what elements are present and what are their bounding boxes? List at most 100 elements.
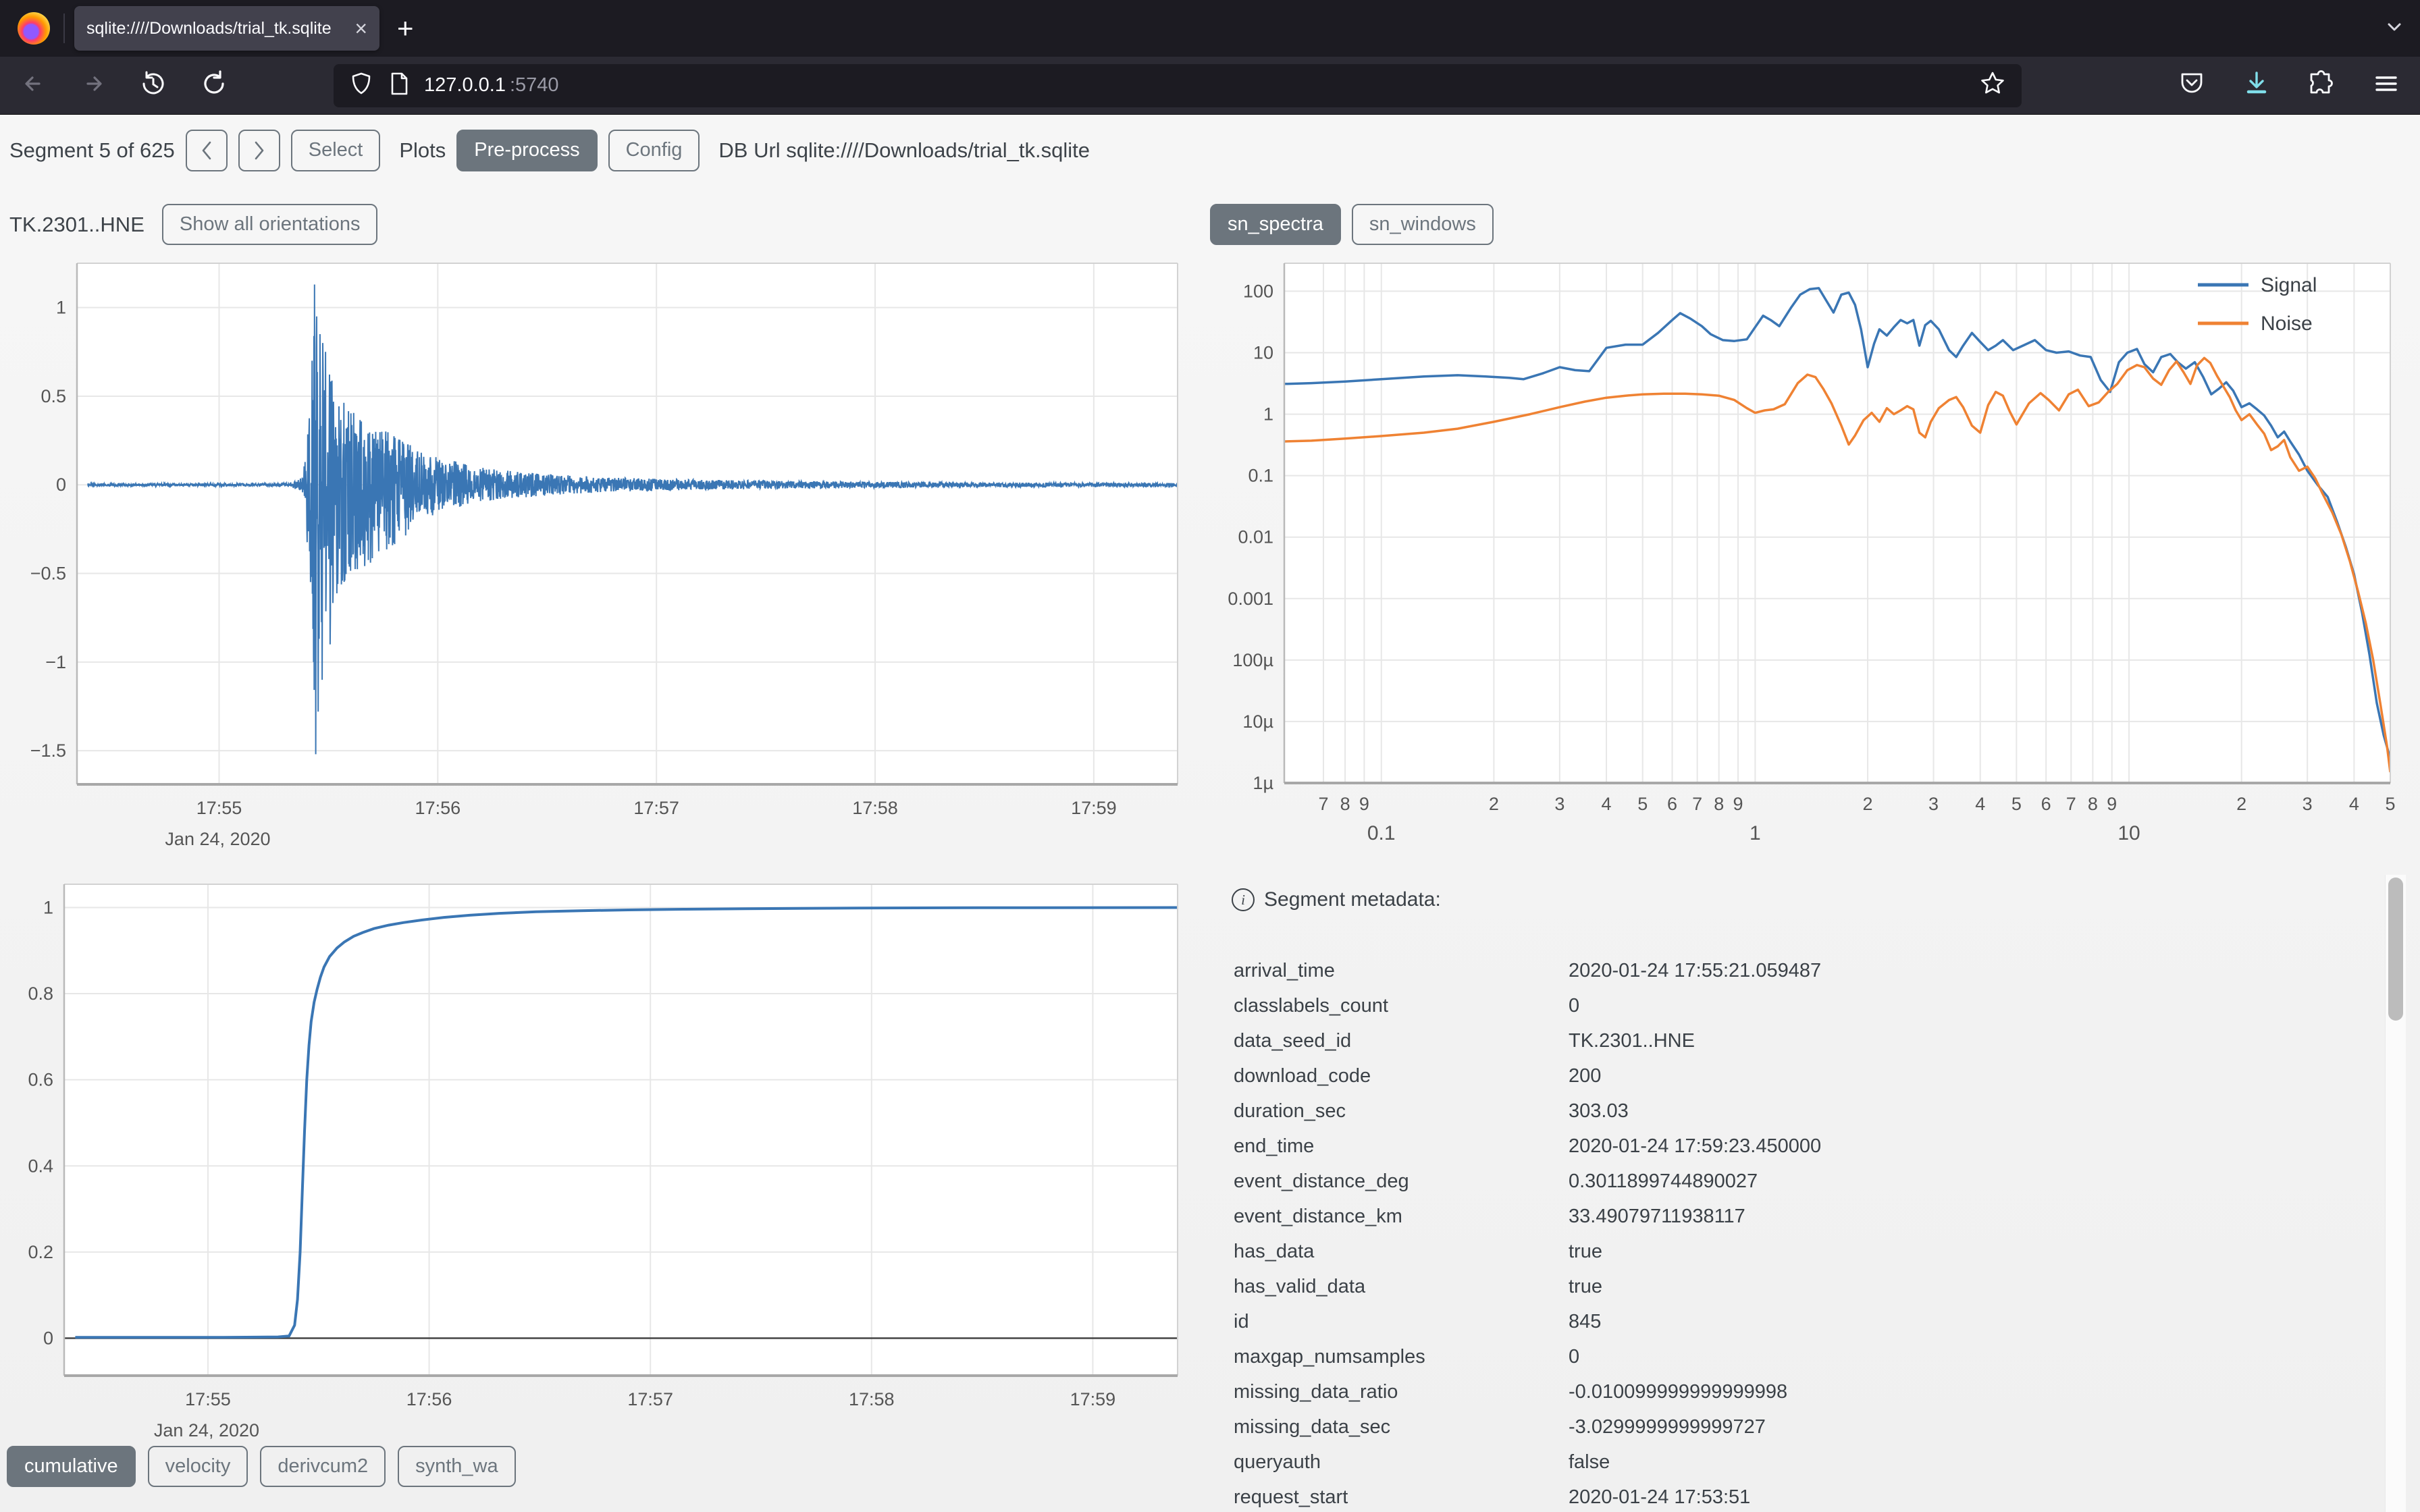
svg-text:1: 1	[1750, 822, 1761, 844]
svg-text:4: 4	[1602, 794, 1612, 814]
svg-text:9: 9	[1733, 794, 1743, 814]
metadata-row: duration_sec 303.03	[1215, 1094, 2370, 1129]
metadata-table: arrival_time 2020-01-24 17:55:21.059487 cl…	[1215, 953, 2370, 1512]
select-button[interactable]: Select	[290, 130, 381, 171]
metadata-scrollbar[interactable]	[2385, 875, 2406, 1512]
metadata-value: 0	[1569, 1345, 1580, 1368]
metadata-key: duration_sec	[1234, 1100, 1346, 1122]
svg-text:3: 3	[2303, 794, 2313, 814]
db-url-label: DB Url sqlite:////Downloads/trial_tk.sql…	[718, 138, 1090, 162]
svg-text:9: 9	[2107, 794, 2117, 814]
prev-segment-button[interactable]	[185, 130, 228, 171]
tab-sn-spectra[interactable]: sn_spectra	[1210, 204, 1341, 246]
svg-text:0.4: 0.4	[28, 1156, 53, 1176]
metadata-key: queryauth	[1234, 1451, 1321, 1473]
svg-text:0.1: 0.1	[1367, 822, 1396, 844]
page-icon[interactable]	[388, 71, 411, 100]
tab-velocity[interactable]: velocity	[147, 1446, 248, 1488]
back-icon[interactable]	[19, 69, 49, 102]
metadata-key: event_distance_km	[1234, 1205, 1402, 1227]
svg-text:3: 3	[1928, 794, 1939, 814]
svg-text:6: 6	[2041, 794, 2051, 814]
svg-text:1: 1	[1263, 404, 1273, 425]
metadata-key: id	[1234, 1310, 1249, 1332]
tab-close-icon[interactable]: ×	[354, 16, 367, 40]
svg-text:7: 7	[2066, 794, 2076, 814]
svg-text:0.6: 0.6	[28, 1070, 53, 1090]
metadata-row: request_start 2020-01-24 17:53:51	[1215, 1480, 2370, 1512]
svg-text:1: 1	[43, 897, 53, 917]
svg-text:17:58: 17:58	[852, 798, 898, 818]
metadata-value: 2020-01-24 17:53:51	[1569, 1486, 1751, 1508]
tab-sn-windows[interactable]: sn_windows	[1351, 204, 1494, 246]
sn-spectra-chart[interactable]: 100 10 1 0.1 0.01 0.001 100µ 10µ 1µ 7 8 9 2 3 4 5 6 7 8 9 2 3…	[1209, 258, 2420, 859]
show-all-orientations-button[interactable]: Show all orientations	[161, 204, 378, 246]
svg-text:5: 5	[2011, 794, 2022, 814]
tab-title: sqlite:////Downloads/trial_tk.sqlite	[86, 18, 332, 38]
metadata-key: data_seed_id	[1234, 1029, 1352, 1052]
svg-text:0: 0	[56, 475, 66, 495]
config-button[interactable]: Config	[608, 130, 700, 171]
svg-text:1µ: 1µ	[1253, 773, 1273, 793]
svg-text:4: 4	[1975, 794, 1985, 814]
metadata-key: has_valid_data	[1234, 1275, 1366, 1297]
svg-text:Noise: Noise	[2261, 313, 2313, 335]
metadata-value: 200	[1569, 1064, 1602, 1087]
history-icon[interactable]	[138, 68, 169, 103]
metadata-row: classlabels_count 0	[1215, 988, 2370, 1023]
svg-text:100: 100	[1243, 281, 1273, 301]
list-tabs-chevron-icon[interactable]	[2382, 15, 2406, 43]
downloads-icon[interactable]	[2242, 69, 2271, 102]
metadata-value: true	[1569, 1240, 1602, 1262]
svg-text:10: 10	[1253, 342, 1273, 362]
svg-text:8: 8	[1714, 794, 1724, 814]
svg-text:10: 10	[2118, 822, 2140, 844]
metadata-row: has_data true	[1215, 1234, 2370, 1269]
menu-hamburger-icon[interactable]	[2371, 69, 2401, 102]
svg-text:2: 2	[2236, 794, 2246, 814]
segment-counter: Segment 5 of 625	[9, 138, 175, 162]
bookmark-star-icon[interactable]	[1978, 70, 2007, 101]
metadata-value: 2020-01-24 17:59:23.450000	[1569, 1135, 1822, 1157]
bottom-plot-tabs: cumulative velocity derivcum2 synth_wa	[7, 1446, 516, 1488]
svg-text:4: 4	[2349, 794, 2359, 814]
tab-derivcum2[interactable]: derivcum2	[260, 1446, 386, 1488]
new-tab-button[interactable]: +	[397, 12, 414, 44]
cumulative-chart[interactable]: 0 0.2 0.4 0.6 0.8 1 17:55 17:56 17:57 17:58 17:59 J…	[0, 872, 1202, 1442]
scrollbar-thumb[interactable]	[2388, 878, 2403, 1021]
metadata-title: Segment metadata:	[1264, 888, 1441, 911]
nav-right-icons	[2177, 69, 2401, 102]
svg-text:17:59: 17:59	[1070, 1389, 1116, 1409]
svg-text:Jan 24, 2020: Jan 24, 2020	[154, 1420, 259, 1439]
metadata-header: i Segment metadata:	[1215, 878, 2370, 911]
metadata-value: 303.03	[1569, 1100, 1629, 1122]
firefox-icon[interactable]	[18, 12, 50, 45]
svg-text:17:57: 17:57	[633, 798, 679, 818]
metadata-value: 0	[1569, 994, 1580, 1017]
browser-tab-bar: sqlite:////Downloads/trial_tk.sqlite × +	[0, 0, 2420, 57]
reload-icon[interactable]	[199, 68, 230, 103]
metadata-value: -0.010099999999999998	[1569, 1380, 1788, 1403]
metadata-key: missing_data_ratio	[1234, 1380, 1398, 1403]
url-bar[interactable]: 127.0.0.1:5740	[334, 63, 2022, 107]
tab-synth-wa[interactable]: synth_wa	[398, 1446, 516, 1488]
tab-cumulative[interactable]: cumulative	[7, 1446, 136, 1488]
metadata-value: 2020-01-24 17:55:21.059487	[1569, 959, 1822, 981]
svg-text:17:56: 17:56	[415, 798, 461, 818]
waveform-chart[interactable]: 1 0.5 0 −0.5 −1 −1.5 17:55 17:56 17:57 17:58 17:59…	[0, 258, 1202, 855]
forward-icon[interactable]	[78, 69, 108, 102]
svg-text:Signal: Signal	[2261, 274, 2317, 296]
segment-metadata-panel: i Segment metadata: arrival_time 2020-01-…	[1215, 878, 2370, 1512]
svg-text:5: 5	[2385, 794, 2395, 814]
shield-icon[interactable]	[348, 71, 374, 100]
browser-tab[interactable]: sqlite:////Downloads/trial_tk.sqlite ×	[74, 6, 379, 51]
preprocess-button[interactable]: Pre-process	[456, 130, 598, 171]
metadata-key: has_data	[1234, 1240, 1315, 1262]
extensions-puzzle-icon[interactable]	[2307, 69, 2336, 102]
metadata-row: maxgap_numsamples 0	[1215, 1339, 2370, 1374]
svg-text:7: 7	[1692, 794, 1702, 814]
next-segment-button[interactable]	[238, 130, 280, 171]
tab-separator	[63, 14, 65, 43]
pocket-icon[interactable]	[2177, 69, 2207, 102]
metadata-key: end_time	[1234, 1135, 1315, 1157]
